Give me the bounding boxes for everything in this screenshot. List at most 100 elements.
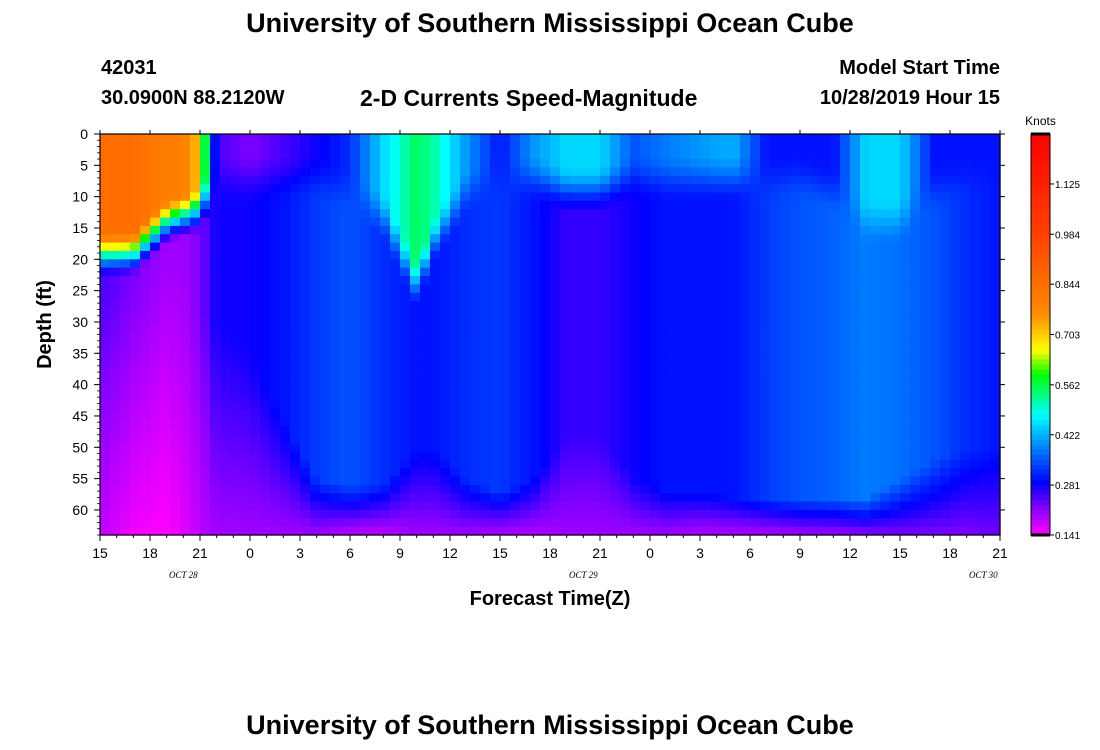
heatmap-cell [450, 200, 461, 210]
heatmap-cell [130, 134, 141, 143]
heatmap-cell [570, 401, 581, 411]
heatmap-cell [220, 225, 231, 235]
heatmap-cell [840, 434, 851, 444]
heatmap-cell [650, 142, 661, 152]
heatmap-cell [800, 367, 811, 377]
heatmap-cell [440, 418, 451, 427]
heatmap-cell [250, 167, 261, 177]
heatmap-cell [940, 159, 951, 169]
colorbar-segment [1031, 389, 1050, 396]
heatmap-cell [620, 200, 631, 210]
heatmap-cell [440, 342, 451, 352]
heatmap-cell [210, 493, 221, 503]
heatmap-cell [470, 342, 481, 352]
heatmap-cell [840, 209, 851, 219]
heatmap-cell [480, 309, 491, 319]
heatmap-cell [350, 342, 361, 352]
colorbar-tick-label: 1.125 [1055, 180, 1080, 191]
heatmap-cell [610, 234, 621, 244]
heatmap-cell [500, 184, 511, 194]
heatmap-cell [870, 259, 881, 269]
heatmap-cell [810, 309, 821, 319]
heatmap-cell [570, 167, 581, 177]
heatmap-cell [780, 418, 791, 427]
heatmap-cell [510, 309, 521, 319]
heatmap-cell [700, 443, 711, 453]
heatmap-cell [350, 192, 361, 202]
heatmap-cell [990, 526, 1001, 536]
heatmap-cell [160, 334, 171, 344]
heatmap-cell [860, 200, 871, 210]
heatmap-cell [720, 434, 731, 444]
heatmap-cell [190, 409, 201, 419]
heatmap-cell [930, 317, 941, 327]
heatmap-cell [520, 209, 531, 219]
heatmap-cell [740, 518, 751, 528]
heatmap-cell [540, 367, 551, 377]
heatmap-cell [240, 376, 251, 386]
heatmap-cell [850, 150, 861, 160]
heatmap-cell [740, 392, 751, 402]
heatmap-cell [760, 159, 771, 169]
heatmap-cell [840, 526, 851, 536]
heatmap-cell [890, 242, 901, 252]
heatmap-cell [110, 351, 121, 361]
heatmap-cell [270, 392, 281, 402]
heatmap-cell [380, 392, 391, 402]
heatmap-cell [780, 484, 791, 494]
heatmap-cell [790, 259, 801, 269]
heatmap-cell [930, 493, 941, 503]
heatmap-cell [200, 317, 211, 327]
heatmap-cell [410, 267, 421, 277]
heatmap-cell [170, 509, 181, 519]
heatmap-cell [960, 509, 971, 519]
heatmap-cell [950, 225, 961, 235]
heatmap-cell [310, 225, 321, 235]
heatmap-cell [740, 334, 751, 344]
heatmap-cell [240, 134, 251, 143]
heatmap-cell [680, 359, 691, 369]
heatmap-cell [540, 476, 551, 486]
heatmap-cell [800, 267, 811, 277]
heatmap-cell [660, 342, 671, 352]
heatmap-cell [270, 376, 281, 386]
heatmap-cell [410, 242, 421, 252]
heatmap-cell [310, 234, 321, 244]
heatmap-cell [760, 342, 771, 352]
heatmap-cell [300, 468, 311, 478]
heatmap-cell [450, 309, 461, 319]
heatmap-cell [500, 326, 511, 336]
heatmap-cell [210, 351, 221, 361]
heatmap-cell [950, 134, 961, 143]
heatmap-cell [340, 276, 351, 285]
heatmap-cell [220, 175, 231, 185]
heatmap-cell [550, 301, 561, 311]
heatmap-cell [400, 334, 411, 344]
heatmap-cell [350, 367, 361, 377]
heatmap-cell [570, 225, 581, 235]
heatmap-cell [590, 526, 601, 536]
heatmap-cell [790, 443, 801, 453]
heatmap-cell [100, 342, 111, 352]
heatmap-cell [900, 242, 911, 252]
heatmap-cell [560, 468, 571, 478]
heatmap-cell [240, 250, 251, 260]
heatmap-cell [620, 150, 631, 160]
heatmap-cell [180, 184, 191, 194]
heatmap-cell [140, 518, 151, 528]
heatmap-cell [280, 284, 291, 294]
colorbar-segment [1031, 159, 1050, 165]
heatmap-cell [970, 209, 981, 219]
heatmap-cell [670, 159, 681, 169]
heatmap-cell [380, 426, 391, 436]
heatmap-cell [550, 418, 561, 427]
heatmap-cell [190, 284, 201, 294]
heatmap-cell [440, 334, 451, 344]
heatmap-cell [640, 217, 651, 227]
heatmap-cell [610, 351, 621, 361]
heatmap-cell [680, 459, 691, 469]
heatmap-cell [430, 225, 441, 235]
heatmap-cell [900, 443, 911, 453]
heatmap-cell [550, 392, 561, 402]
heatmap-cell [110, 159, 121, 169]
